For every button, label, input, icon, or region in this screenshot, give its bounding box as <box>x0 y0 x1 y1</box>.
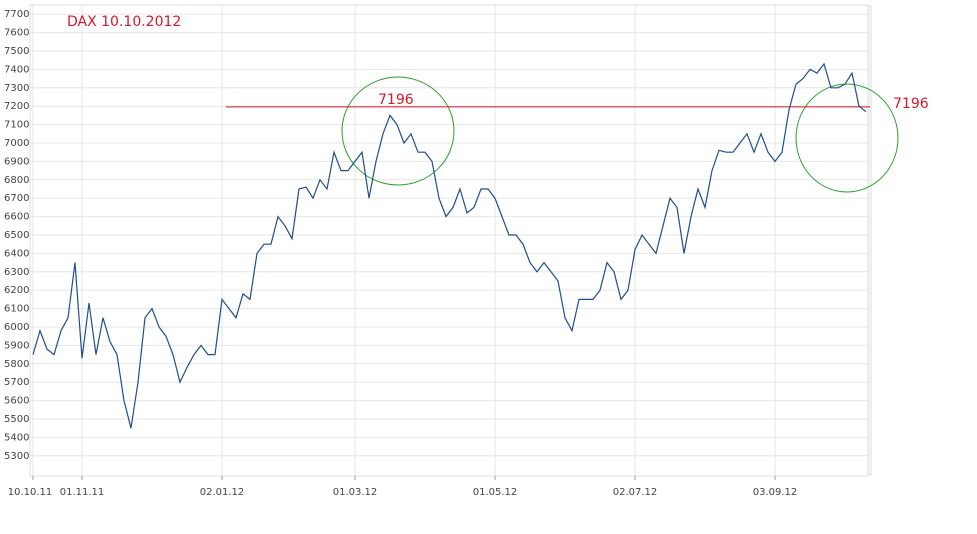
x-tick-label: 03.09.12 <box>753 487 798 498</box>
y-tick-label: 5700 <box>4 377 29 388</box>
y-tick-label: 7100 <box>4 120 29 131</box>
price-line <box>32 62 867 429</box>
highlight-circle <box>341 76 455 186</box>
x-tick-label: 01.11.11 <box>60 487 105 498</box>
grid <box>30 5 868 476</box>
y-tick-label: 7700 <box>4 9 29 20</box>
y-tick-label: 7600 <box>4 28 29 39</box>
y-tick-label: 6700 <box>4 193 29 204</box>
x-tick-label: 02.07.12 <box>613 487 658 498</box>
annotation: 7196 <box>378 92 414 108</box>
x-tick-label: 01.05.12 <box>473 487 518 498</box>
y-tick-label: 7200 <box>4 101 29 112</box>
y-tick-label: 6100 <box>4 304 29 315</box>
x-tick-label: 10.10.11 <box>8 487 53 498</box>
y-tick-label: 6500 <box>4 230 29 241</box>
y-tick-label: 6300 <box>4 267 29 278</box>
y-tick-label: 7400 <box>4 64 29 75</box>
y-tick-label: 7000 <box>4 138 29 149</box>
y-tick-label: 6800 <box>4 175 29 186</box>
y-tick-label: 6400 <box>4 248 29 259</box>
y-tick-label: 5500 <box>4 414 29 425</box>
highlight-circle <box>795 83 899 193</box>
y-tick-label: 6900 <box>4 156 29 167</box>
y-tick-label: 6200 <box>4 285 29 296</box>
y-tick-label: 5300 <box>4 451 29 462</box>
x-tick-label: 01.03.12 <box>333 487 378 498</box>
y-tick-label: 7500 <box>4 46 29 57</box>
y-tick-label: 5600 <box>4 396 29 407</box>
y-tick-label: 5800 <box>4 359 29 370</box>
plot-area <box>29 4 869 477</box>
plot-edge <box>868 5 872 476</box>
y-tick-label: 5900 <box>4 340 29 351</box>
y-tick-label: 6000 <box>4 322 29 333</box>
annotation: 7196 <box>893 96 929 112</box>
chart-title: DAX 10.10.2012 <box>67 14 181 30</box>
y-tick-label: 7300 <box>4 83 29 94</box>
y-tick-label: 6600 <box>4 212 29 223</box>
y-tick-label: 5400 <box>4 432 29 443</box>
x-tick-label: 02.01.12 <box>200 487 245 498</box>
